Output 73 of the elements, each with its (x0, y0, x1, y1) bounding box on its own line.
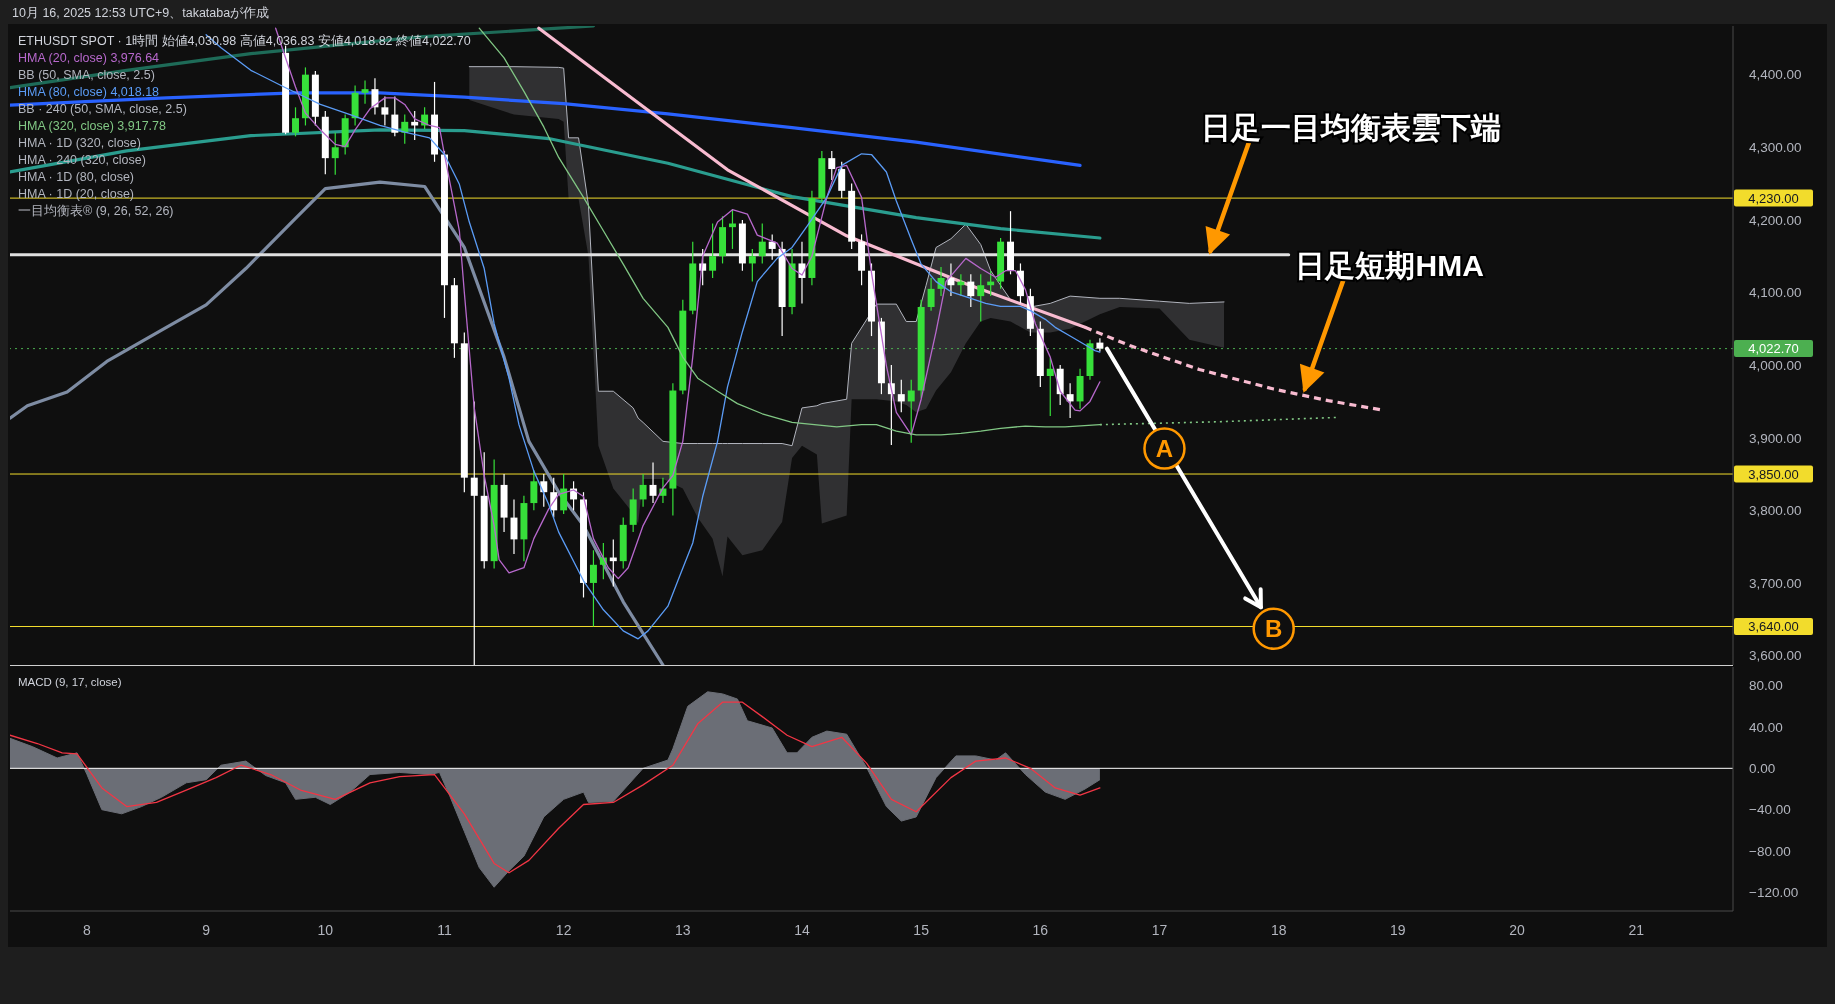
candlestick (709, 222, 717, 279)
x-tick-label: 15 (913, 921, 930, 938)
annotation: B (1265, 615, 1283, 643)
x-tick-label: 12 (555, 921, 572, 938)
candlestick (967, 273, 975, 308)
y-tick-label: 4,400.00 (1749, 67, 1802, 83)
x-tick-label: 21 (1628, 921, 1645, 938)
annotation: 一目均衡表® (9, 26, 52, 26) (18, 203, 175, 220)
candlestick (828, 150, 836, 181)
candlestick (331, 132, 339, 176)
annotation: A (1155, 435, 1174, 463)
candlestick (838, 161, 846, 199)
annotation: HMA · 1D (20, close) (18, 186, 135, 203)
candlestick (292, 106, 299, 137)
ref-line-label: 4,230.00 (1748, 190, 1799, 206)
x-tick-label: 13 (675, 921, 691, 938)
candlestick (977, 273, 985, 323)
candlestick (639, 473, 647, 508)
candlestick (530, 469, 538, 511)
candlestick (470, 400, 478, 665)
x-tick-label: 18 (1270, 921, 1287, 938)
annotation: BB (50, SMA, close, 2.5) (18, 67, 156, 84)
y-tick-label: 40.00 (1749, 719, 1783, 735)
annotation: BB · 240 (50, SMA, close, 2.5) (18, 101, 188, 118)
x-tick-label: 8 (83, 921, 92, 938)
y-tick-label: 4,200.00 (1749, 212, 1802, 228)
ref-line-label: 4,022.70 (1748, 341, 1799, 357)
candlestick (947, 262, 955, 297)
text: HMA (20, close) 3,976.64 (18, 50, 161, 67)
x-tick-label: 9 (202, 921, 211, 938)
y-tick-label: 4,300.00 (1749, 140, 1802, 156)
annotation: 日足短期HMA (1295, 248, 1484, 282)
x-tick-label: 17 (1151, 921, 1168, 938)
x-tick-label: 11 (437, 921, 452, 938)
candlestick (927, 277, 935, 312)
candlestick (381, 95, 389, 127)
annotation: 日足一目均衡表雲下端 (1201, 110, 1502, 144)
y-tick-label: 0.00 (1749, 761, 1776, 777)
ref-line-label: 3,640.00 (1748, 619, 1799, 635)
annotation: HMA · 1D (320, close) (18, 135, 142, 152)
candlestick (1046, 357, 1054, 417)
y-tick-label: 4,100.00 (1749, 285, 1802, 301)
text: HMA (80, close) 4,018.18 (18, 84, 161, 101)
annotation: HMA · 1D (80, close) (18, 169, 135, 186)
y-tick-label: 4,000.00 (1749, 357, 1802, 373)
candlestick (897, 379, 905, 413)
candlestick (589, 549, 597, 628)
text: MACD (9, 17, close) (18, 675, 122, 690)
y-tick-label: 3,800.00 (1749, 503, 1802, 519)
candlestick (768, 233, 776, 261)
x-tick-label: 10 (317, 921, 334, 938)
y-tick-label: −40.00 (1749, 802, 1791, 818)
y-tick-label: 80.00 (1749, 678, 1783, 694)
x-tick-label: 16 (1032, 921, 1049, 938)
candlestick (371, 77, 379, 116)
y-tick-label: −120.00 (1749, 885, 1799, 901)
x-tick-label: 14 (794, 921, 810, 938)
y-tick-label: 3,600.00 (1749, 648, 1802, 664)
candlestick (361, 79, 369, 105)
candlestick (748, 248, 756, 283)
candlestick (907, 379, 915, 444)
text: HMA (320, close) 3,917.78 (18, 118, 167, 135)
candlestick (560, 473, 568, 515)
candlestick (758, 222, 766, 265)
y-tick-label: −80.00 (1749, 843, 1791, 859)
y-tick-label: 3,900.00 (1749, 430, 1802, 446)
ref-line-label: 3,850.00 (1748, 466, 1799, 482)
y-tick-label: 3,700.00 (1749, 575, 1802, 591)
x-tick-label: 20 (1509, 921, 1525, 938)
text: 10月 16, 2025 12:53 UTC+9、takatabaが作成 (12, 5, 270, 22)
candlestick (391, 95, 399, 137)
candlestick (1066, 382, 1074, 419)
x-tick-label: 19 (1390, 921, 1406, 938)
